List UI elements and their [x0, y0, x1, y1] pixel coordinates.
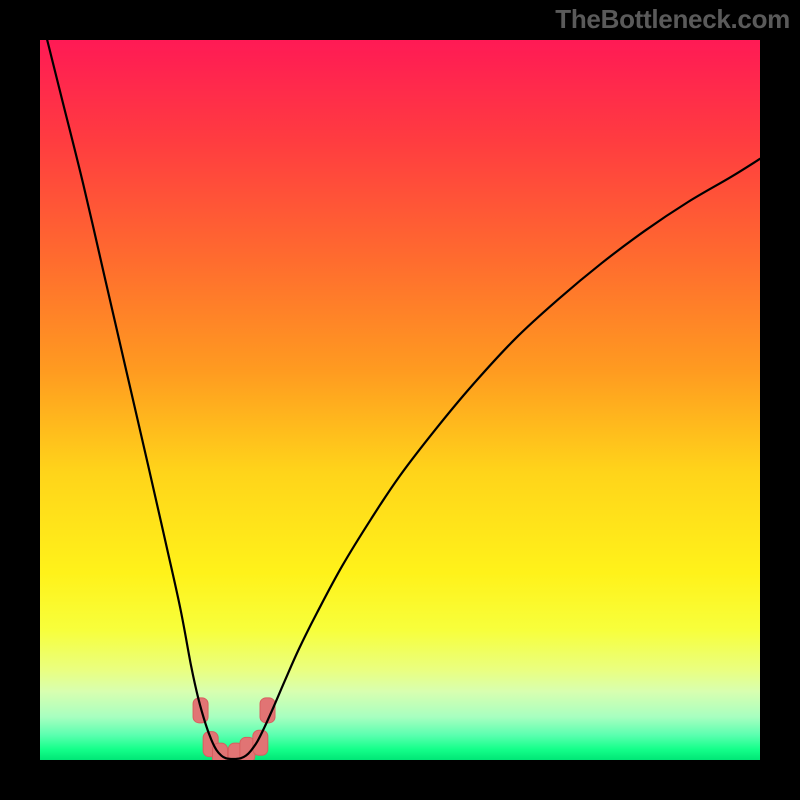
- chart-svg: [0, 0, 800, 800]
- watermark-text: TheBottleneck.com: [555, 4, 790, 35]
- chart-root: TheBottleneck.com: [0, 0, 800, 800]
- plot-gradient-area: [40, 40, 760, 760]
